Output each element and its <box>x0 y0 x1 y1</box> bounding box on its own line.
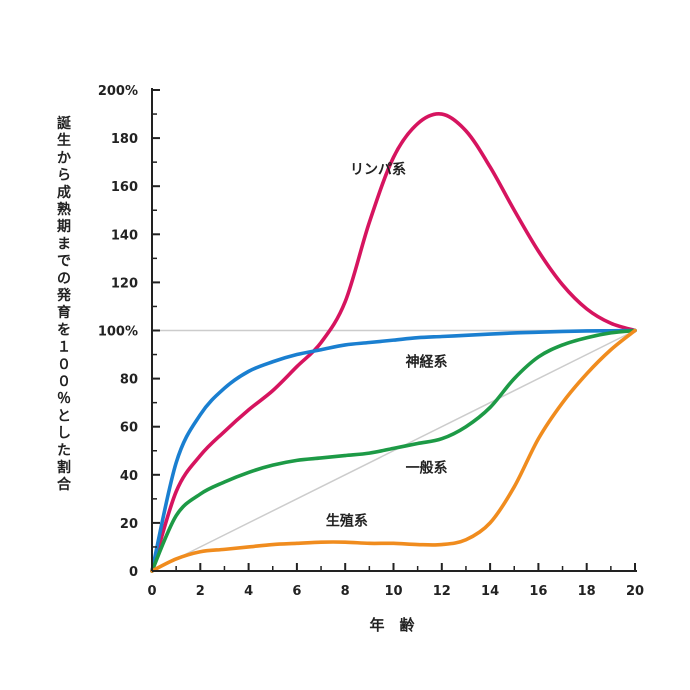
y-axis-title-char: 割 <box>57 459 71 476</box>
series-layer <box>150 112 637 573</box>
series-label-neural: 神経系 <box>406 354 448 371</box>
y-tick-label: 100% <box>98 325 138 340</box>
y-tick-label: 40 <box>120 469 138 484</box>
y-axis-title-char: ０ <box>57 374 71 390</box>
x-tick-label: 2 <box>196 584 205 599</box>
y-axis-title-char: 熟 <box>57 201 71 218</box>
series-label-general: 一般系 <box>406 459 448 476</box>
x-axis-title: 年 齢 <box>369 616 415 634</box>
x-tick-label: 18 <box>578 584 596 599</box>
y-axis-title-char: か <box>57 150 71 166</box>
x-tick-label: 14 <box>481 584 499 599</box>
y-axis-title-char: し <box>57 426 71 442</box>
y-tick-label: 160 <box>111 180 138 195</box>
x-tick-label: 0 <box>147 584 156 599</box>
y-tick-label: 60 <box>120 421 138 436</box>
y-tick-label: 80 <box>120 373 138 388</box>
y-tick-label: 180 <box>111 132 138 147</box>
y-axis-title-char: 誕 <box>57 115 71 132</box>
y-axis-title-char: 合 <box>57 476 72 493</box>
series-label-lymphoid: リンパ系 <box>350 161 406 178</box>
y-axis-title-char: ら <box>57 168 71 184</box>
series-label-reproductive: 生殖系 <box>326 512 368 529</box>
y-tick-label: 120 <box>111 276 138 291</box>
reference-lines <box>151 329 636 572</box>
y-tick-label: 140 <box>111 228 138 243</box>
x-tick-label: 16 <box>529 584 547 599</box>
y-axis-title-char: ０ <box>57 357 71 373</box>
y-axis-title-char: ％ <box>57 391 71 407</box>
y-axis-title-char: と <box>57 408 71 424</box>
y-axis-title-char: を <box>57 322 71 338</box>
y-axis-title-char: 育 <box>57 304 71 321</box>
x-tick-label: 8 <box>341 584 350 599</box>
y-axis-title-char: ま <box>57 236 71 252</box>
y-axis-title-char: で <box>57 254 71 270</box>
series-line-neural <box>150 328 637 573</box>
x-tick-label: 6 <box>292 584 301 599</box>
y-axis-title-char: 生 <box>57 132 71 149</box>
axes-layer: 0 20 40 60 80 100% 120 140 160 180 200% 0 2 4 6 8 10 12 14… <box>98 84 644 599</box>
y-axis-title-char: 成 <box>57 184 71 201</box>
y-tick-label: 200% <box>98 84 138 99</box>
series-line-general <box>150 328 637 573</box>
y-axis-title-char: た <box>57 443 71 459</box>
x-tick-label: 12 <box>433 584 451 599</box>
x-tick-label: 10 <box>384 584 402 599</box>
y-axis-title-char: 期 <box>57 219 71 235</box>
y-axis-title-char: 発 <box>56 287 72 304</box>
y-tick-label: 0 <box>129 565 138 580</box>
y-tick-label: 20 <box>120 517 138 532</box>
x-tick-label: 20 <box>626 584 644 599</box>
reference-line-diagonal <box>151 329 636 572</box>
y-axis-title-char: の <box>57 271 71 287</box>
series-line-lymphoid <box>150 112 637 573</box>
y-axis-title-char: １ <box>57 340 71 356</box>
series-line-reproductive <box>150 328 637 573</box>
x-tick-label: 4 <box>244 584 253 599</box>
